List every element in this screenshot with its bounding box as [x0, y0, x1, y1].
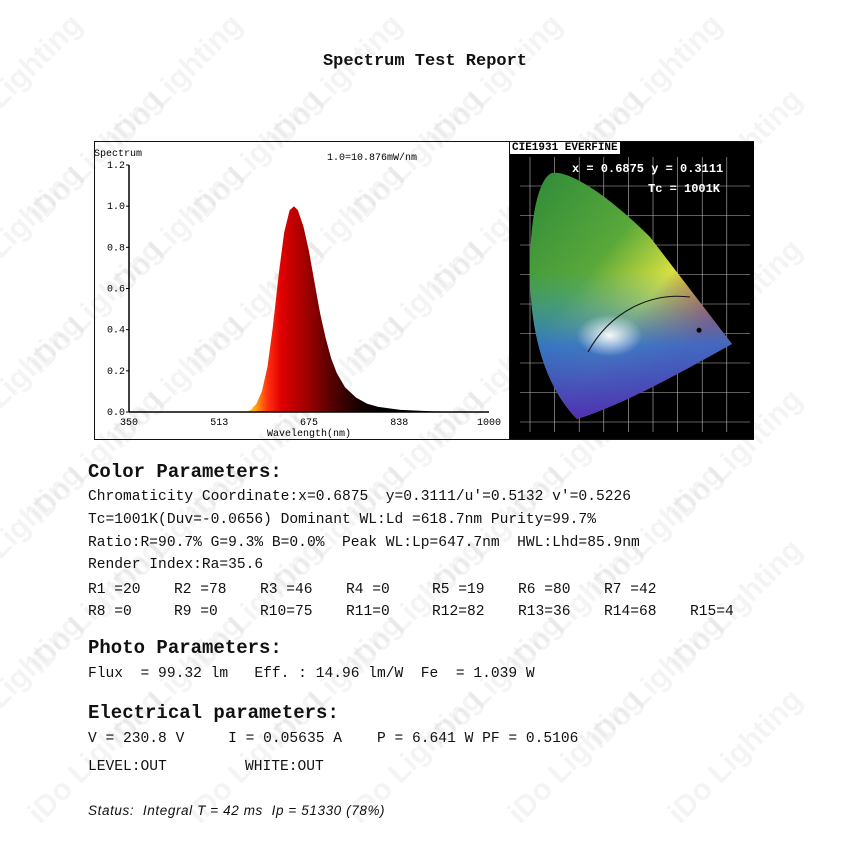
- cie-title: CIE1931 EVERFINE: [510, 142, 620, 154]
- cie-diagram: CIE1931 EVERFINE: [509, 142, 754, 439]
- color-rendering-value: R15=4: [690, 604, 734, 620]
- watermark-text: iDo Lighting: [102, 8, 249, 155]
- color-rendering-value: R12=82: [432, 604, 485, 620]
- chart-panel: Spectrum 1.0=10.876mW/nm 350 513 675 838 100…: [94, 141, 754, 440]
- tc-line: Tc=1001K(Duv=-0.0656) Dominant WL:Ld =61…: [88, 512, 596, 528]
- ratio-line: Ratio:R=90.7% G=9.3% B=0.0% Peak WL:Lp=6…: [88, 535, 640, 551]
- spectrum-title: Spectrum: [95, 149, 142, 160]
- spectrum-area: [129, 206, 489, 412]
- watermark-text: iDo Lighting: [0, 608, 89, 755]
- watermark-text: iDo Lighting: [422, 8, 569, 155]
- color-rendering-value: R4 =0: [346, 582, 390, 598]
- x-axis-label: Wavelength(nm): [267, 428, 351, 439]
- chromaticity-point: [696, 327, 702, 333]
- planckian-locus: [587, 295, 691, 353]
- y-tick-label: 0.6: [107, 285, 125, 296]
- watermark-text: iDo Lighting: [0, 458, 89, 605]
- y-tick-label: 1.2: [107, 161, 125, 172]
- chromaticity-line: Chromaticity Coordinate:x=0.6875 y=0.311…: [88, 489, 631, 505]
- spectrum-chart: Spectrum 1.0=10.876mW/nm 350 513 675 838 100…: [95, 149, 501, 439]
- cie-tc-label: Tc = 1001K: [648, 182, 721, 196]
- flux-line: Flux = 99.32 lm Eff. : 14.96 lm/W Fe = 1…: [88, 666, 535, 682]
- color-rendering-value: R13=36: [518, 604, 571, 620]
- watermark-text: iDo Lighting: [0, 158, 89, 305]
- electrical-line: V = 230.8 V I = 0.05635 A P = 6.641 W PF…: [88, 731, 579, 747]
- x-tick-label: 513: [210, 418, 228, 429]
- cie-coordinate-label: x = 0.6875 y = 0.3111: [572, 162, 724, 176]
- color-rendering-value: R9 =0: [174, 604, 218, 620]
- color-rendering-value: R8 =0: [88, 604, 132, 620]
- watermark-text: iDo Lighting: [662, 533, 809, 680]
- x-tick-label: 1000: [477, 418, 501, 429]
- color-rendering-value: R5 =19: [432, 582, 485, 598]
- color-rendering-value: R7 =42: [604, 582, 657, 598]
- color-parameters-heading: Color Parameters:: [88, 461, 282, 483]
- watermark-text: iDo Lighting: [0, 308, 89, 455]
- x-tick-label: 350: [120, 418, 138, 429]
- color-rendering-value: R1 =20: [88, 582, 141, 598]
- y-tick-label: 0.0: [107, 408, 125, 419]
- photo-parameters-heading: Photo Parameters:: [88, 637, 282, 659]
- color-rendering-value: R2 =78: [174, 582, 227, 598]
- color-rendering-value: R6 =80: [518, 582, 571, 598]
- watermark-text: iDo Lighting: [582, 608, 729, 755]
- watermark-text: iDo Lighting: [662, 683, 809, 830]
- render-index-line: Render Index:Ra=35.6: [88, 557, 264, 573]
- watermark-text: iDo Lighting: [582, 8, 729, 155]
- page-title: Spectrum Test Report: [322, 52, 528, 71]
- measurement-status: Status: Integral T = 42 ms Ip = 51330 (7…: [88, 803, 386, 818]
- level-status: LEVEL:OUT: [88, 759, 167, 775]
- color-rendering-value: R10=75: [260, 604, 313, 620]
- electrical-parameters-heading: Electrical parameters:: [88, 702, 339, 724]
- color-rendering-value: R3 =46: [260, 582, 313, 598]
- watermark-text: iDo Lighting: [262, 8, 409, 155]
- y-tick-label: 0.8: [107, 243, 125, 254]
- cie-white-region: [560, 292, 670, 362]
- x-tick-label: 838: [390, 418, 408, 429]
- y-tick-label: 1.0: [107, 202, 125, 213]
- x-tick-label: 675: [300, 418, 318, 429]
- spectrum-annotation: 1.0=10.876mW/nm: [327, 152, 417, 164]
- cie-chart: [520, 157, 750, 432]
- color-rendering-value: R11=0: [346, 604, 390, 620]
- white-status: WHITE:OUT: [245, 759, 324, 775]
- watermark-text: iDo Lighting: [0, 8, 89, 155]
- y-tick-label: 0.2: [107, 367, 125, 378]
- color-rendering-value: R14=68: [604, 604, 657, 620]
- watermark-text: iDo Lighting: [502, 683, 649, 830]
- y-tick-label: 0.4: [107, 326, 125, 337]
